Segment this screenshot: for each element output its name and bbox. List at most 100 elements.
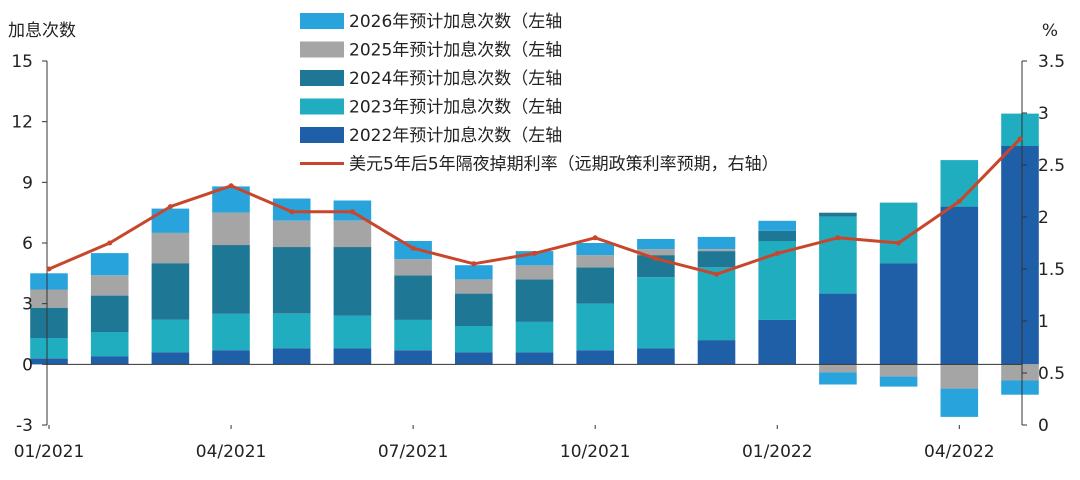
rate-point bbox=[410, 245, 416, 251]
right-tick-label: 2.5 bbox=[1038, 156, 1065, 176]
bar-segment bbox=[819, 216, 857, 294]
right-tick-label: 3.5 bbox=[1038, 52, 1065, 72]
right-tick-label: 2 bbox=[1038, 208, 1049, 228]
legend-swatch bbox=[300, 127, 344, 143]
x-tick-label: 01/2022 bbox=[742, 442, 813, 462]
bar-segment bbox=[394, 275, 432, 320]
legend: 2026年预计加息次数（左轴 2025年预计加息次数（左轴 2024年预计加息次数（… bbox=[300, 12, 779, 175]
bar-segment bbox=[576, 255, 614, 268]
rate-point bbox=[896, 240, 902, 246]
x-tick-label: 01/2021 bbox=[14, 442, 85, 462]
x-tick-label: 04/2022 bbox=[924, 442, 995, 462]
left-tick-label: 3 bbox=[22, 295, 33, 315]
rate-point bbox=[46, 266, 52, 272]
legend-label: 2025年预计加息次数（左轴 bbox=[349, 41, 562, 61]
bar-segment bbox=[515, 265, 554, 280]
bar-segment bbox=[455, 265, 493, 280]
bar-segment bbox=[515, 279, 554, 322]
bar-segment bbox=[576, 303, 614, 351]
bar-segment bbox=[879, 376, 918, 387]
bar-segment bbox=[637, 348, 675, 365]
bar-segment bbox=[576, 243, 614, 256]
line-layer bbox=[46, 136, 1023, 277]
right-tick-label: 0.5 bbox=[1038, 364, 1065, 384]
bar-segment bbox=[940, 206, 979, 365]
bar-segment bbox=[30, 307, 68, 338]
bar-segment bbox=[212, 212, 250, 246]
bar-segment bbox=[272, 247, 311, 314]
bar-segment bbox=[879, 364, 918, 377]
bar-segment bbox=[758, 230, 796, 241]
bar-segment bbox=[697, 267, 736, 341]
bar-segment bbox=[697, 251, 736, 268]
bar-segment bbox=[819, 372, 857, 385]
y-axis-title-left: 加息次数 bbox=[8, 21, 76, 41]
rate-point bbox=[956, 198, 962, 204]
legend-label: 2024年预计加息次数（左轴 bbox=[349, 69, 562, 89]
legend-swatch bbox=[300, 41, 344, 58]
left-tick-label: 12 bbox=[11, 113, 33, 133]
bar-segment bbox=[879, 263, 918, 365]
x-tick-label: 07/2021 bbox=[378, 442, 449, 462]
left-tick-label: 15 bbox=[11, 52, 33, 72]
right-tick-label: 3 bbox=[1038, 104, 1049, 124]
legend-label: 美元5年后5年隔夜掉期利率（远期政策利率预期，右轴） bbox=[349, 155, 779, 175]
bar-segment bbox=[212, 313, 250, 351]
right-tick-label: 0 bbox=[1038, 416, 1049, 436]
legend-label: 2026年预计加息次数（左轴 bbox=[349, 12, 562, 32]
bar-segment bbox=[90, 332, 129, 357]
legend-swatch bbox=[300, 13, 344, 29]
left-tick-label: -3 bbox=[16, 416, 33, 436]
left-tick-label: 6 bbox=[22, 234, 33, 254]
bar-segment bbox=[455, 279, 493, 294]
bar-segment bbox=[819, 212, 857, 217]
bar-segment bbox=[455, 293, 493, 326]
rate-point bbox=[228, 183, 234, 189]
right-tick-label: 1 bbox=[1038, 312, 1049, 332]
legend-label: 2022年预计加息次数（左轴 bbox=[349, 126, 562, 146]
bar-segment bbox=[940, 388, 979, 417]
bar-segment bbox=[697, 236, 736, 249]
bar-segment bbox=[819, 364, 857, 373]
bar-segment bbox=[758, 319, 796, 365]
bar-segment bbox=[90, 275, 129, 296]
rate-point bbox=[349, 209, 355, 215]
bar-segment bbox=[90, 253, 129, 276]
axes-layer: 15 12 9 6 3 0 -3 3.5 3 2.5 2 1.5 1 0.5 0 加息次数 % 01/2021 04… bbox=[8, 21, 1065, 462]
bar-segment bbox=[151, 208, 190, 233]
bar-segment bbox=[333, 220, 372, 248]
rate-point bbox=[532, 250, 537, 256]
left-tick-label: 0 bbox=[22, 355, 33, 375]
legend-label: 2023年预计加息次数（左轴 bbox=[349, 98, 562, 118]
bar-segment bbox=[212, 245, 250, 314]
bar-segment bbox=[515, 321, 554, 353]
bar-segment bbox=[394, 259, 432, 276]
bar-segment bbox=[819, 293, 857, 365]
bar-segment bbox=[30, 358, 68, 365]
x-tick-label: 04/2021 bbox=[196, 442, 267, 462]
rate-point bbox=[107, 240, 113, 246]
rate-point bbox=[1017, 136, 1023, 142]
bar-segment bbox=[576, 350, 614, 365]
bar-segment bbox=[940, 160, 979, 207]
bar-segment bbox=[1001, 380, 1039, 395]
legend-swatch bbox=[300, 70, 344, 86]
bar-segment bbox=[90, 356, 129, 365]
legend-swatch bbox=[300, 98, 344, 115]
bar-segment bbox=[637, 277, 675, 349]
bar-segment bbox=[272, 313, 311, 349]
bar-segment bbox=[637, 249, 675, 256]
y-axis-title-right: % bbox=[1042, 21, 1058, 41]
bar-segment bbox=[151, 263, 190, 320]
bar-segment bbox=[697, 340, 736, 365]
rate-point bbox=[592, 235, 598, 241]
bar-segment bbox=[30, 273, 68, 290]
bar-segment bbox=[515, 352, 554, 365]
bar-segment bbox=[333, 348, 372, 365]
bar-segment bbox=[394, 350, 432, 365]
left-tick-label: 9 bbox=[22, 173, 33, 193]
bar-segment bbox=[151, 232, 190, 264]
right-tick-label: 1.5 bbox=[1038, 260, 1065, 280]
